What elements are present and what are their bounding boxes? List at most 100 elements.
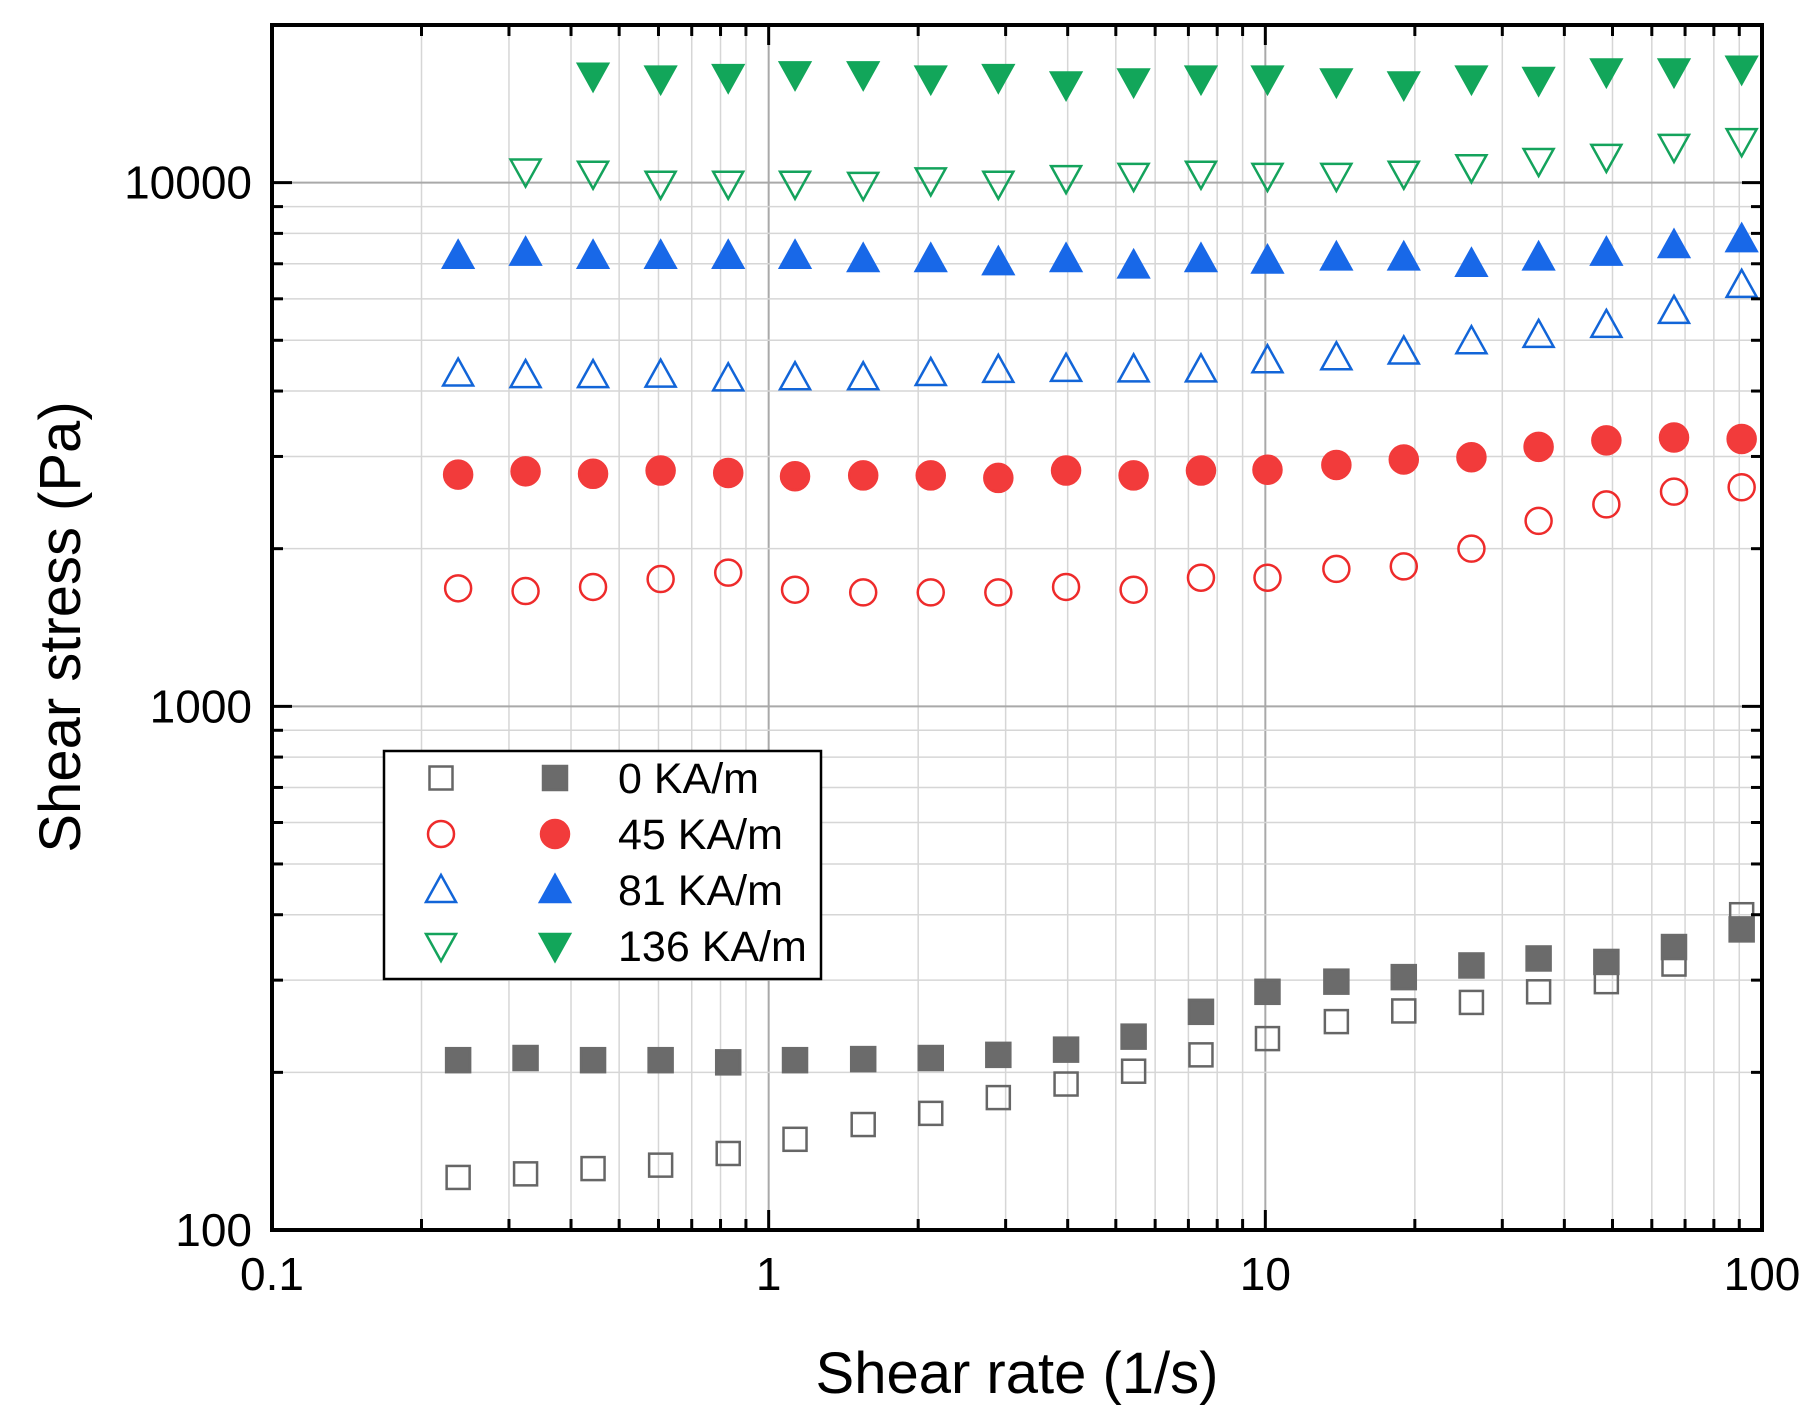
series-filled-1 <box>444 916 1755 1076</box>
data-point <box>1458 952 1485 979</box>
data-point <box>1051 572 1081 602</box>
data-point <box>1390 963 1418 991</box>
data-point <box>1656 133 1692 165</box>
data-point <box>1116 247 1151 279</box>
data-point <box>1386 333 1421 365</box>
series-filled-3 <box>442 422 1757 494</box>
data-point <box>1589 143 1624 175</box>
data-point <box>445 1164 471 1191</box>
data-point <box>575 160 611 192</box>
data-point <box>711 63 746 95</box>
data-point <box>512 1044 539 1072</box>
x-tick-label: 10 <box>1240 1248 1291 1300</box>
data-point <box>1525 979 1552 1005</box>
data-point <box>1391 998 1417 1024</box>
legend-marker-filled <box>539 818 571 850</box>
data-point <box>777 359 813 391</box>
x-axis-title: Shear rate (1/s) <box>816 1341 1219 1406</box>
data-point <box>846 171 881 203</box>
data-point <box>1521 147 1556 179</box>
data-point <box>981 352 1016 384</box>
legend-label: 45 KA/m <box>618 811 783 859</box>
legend-box <box>382 749 823 981</box>
data-point <box>917 1100 944 1127</box>
data-point <box>1724 127 1759 159</box>
data-point <box>1183 65 1219 97</box>
data-point <box>1454 154 1489 185</box>
data-point <box>1524 506 1553 536</box>
data-point <box>1321 449 1352 481</box>
data-point <box>1250 162 1285 194</box>
data-point <box>575 62 611 94</box>
data-point <box>441 238 476 270</box>
legend-marker-open <box>426 819 456 849</box>
data-point <box>1183 351 1219 383</box>
data-point <box>575 357 611 389</box>
data-point <box>643 238 678 270</box>
data-point <box>913 355 948 387</box>
data-point <box>985 1041 1012 1069</box>
data-point <box>1188 1042 1214 1068</box>
y-tick-label: 1000 <box>150 680 252 732</box>
legend-marker-filled <box>541 764 569 792</box>
series-open-6 <box>508 127 1759 203</box>
data-point <box>1724 55 1759 87</box>
data-point <box>983 462 1014 494</box>
data-point <box>1319 239 1354 271</box>
data-point <box>643 357 678 388</box>
data-points <box>441 55 1759 1191</box>
data-point <box>780 575 810 604</box>
data-point <box>777 170 813 202</box>
data-point <box>1593 948 1620 976</box>
data-point <box>846 359 881 391</box>
axis-tick-labels: 0.1 1 10 100 100 1000 10000 <box>124 157 1800 1300</box>
data-point <box>1116 351 1151 383</box>
data-point <box>1388 444 1420 475</box>
data-point <box>1120 1023 1147 1050</box>
data-point <box>1252 454 1283 485</box>
data-point <box>579 1046 607 1074</box>
data-point <box>1592 490 1621 519</box>
data-point <box>913 241 948 273</box>
data-point <box>1724 221 1759 253</box>
data-point <box>1457 534 1486 563</box>
data-point <box>846 241 881 273</box>
data-point <box>1048 351 1084 383</box>
series-filled-7 <box>575 55 1759 103</box>
data-point <box>913 65 948 97</box>
data-point <box>1724 267 1759 299</box>
data-point <box>711 170 746 202</box>
data-point <box>643 65 678 97</box>
data-point <box>512 1161 539 1187</box>
data-point <box>1187 998 1215 1026</box>
data-point <box>1589 58 1624 90</box>
data-point <box>1454 246 1489 278</box>
data-point <box>1727 473 1756 502</box>
data-point <box>1386 71 1421 103</box>
data-point <box>1048 164 1084 196</box>
x-tick-label: 100 <box>1724 1248 1801 1300</box>
data-point <box>643 170 678 202</box>
data-point <box>575 238 611 270</box>
data-point <box>849 1045 877 1073</box>
data-point <box>981 244 1016 276</box>
data-point <box>1656 58 1692 90</box>
data-point <box>711 238 746 270</box>
y-tick-label: 100 <box>175 1204 252 1256</box>
data-point <box>913 167 948 198</box>
legend-marker-filled <box>537 932 573 964</box>
data-point <box>1048 241 1084 273</box>
data-point <box>1183 160 1219 192</box>
data-point <box>1116 162 1151 194</box>
series-filled-5 <box>441 221 1759 279</box>
data-point <box>712 457 744 489</box>
data-point <box>444 1046 472 1074</box>
data-point <box>1319 68 1354 100</box>
data-point <box>1660 933 1688 961</box>
legend-label: 136 KA/m <box>618 923 807 971</box>
data-point <box>850 1111 876 1138</box>
x-tick-label: 0.1 <box>240 1248 304 1300</box>
data-point <box>779 461 811 492</box>
data-point <box>1250 342 1285 374</box>
